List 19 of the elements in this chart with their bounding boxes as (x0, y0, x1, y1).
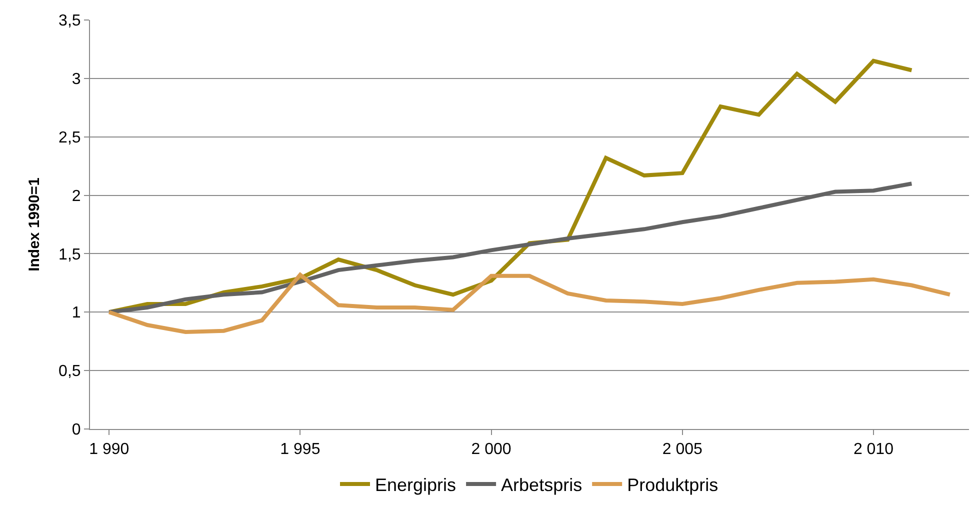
x-tick-label: 1 990 (89, 441, 130, 458)
y-tick-label: 2,5 (58, 129, 81, 146)
x-tick-label: 2 005 (662, 441, 702, 458)
x-tick-label: 2 000 (471, 441, 512, 458)
y-tick-label: 0,5 (58, 363, 81, 380)
y-tick-label: 0 (72, 422, 81, 439)
line-series (107, 272, 952, 334)
y-tick-label: 3,5 (58, 12, 81, 30)
y-tick-label: 1,5 (58, 246, 81, 264)
x-tick-label: 1 995 (280, 441, 320, 458)
y-axis-title: Index 1990=1 (26, 178, 43, 272)
y-tick-label: 2 (72, 188, 81, 205)
legend-label: Energipris (375, 475, 456, 496)
legend-label: Arbetspris (501, 475, 582, 496)
line-series (107, 182, 914, 314)
y-tick-label: 1 (72, 304, 81, 322)
x-tick-label: 2 010 (853, 441, 894, 458)
legend-label: Produktpris (627, 475, 718, 496)
y-tick-label: 3 (72, 71, 81, 88)
